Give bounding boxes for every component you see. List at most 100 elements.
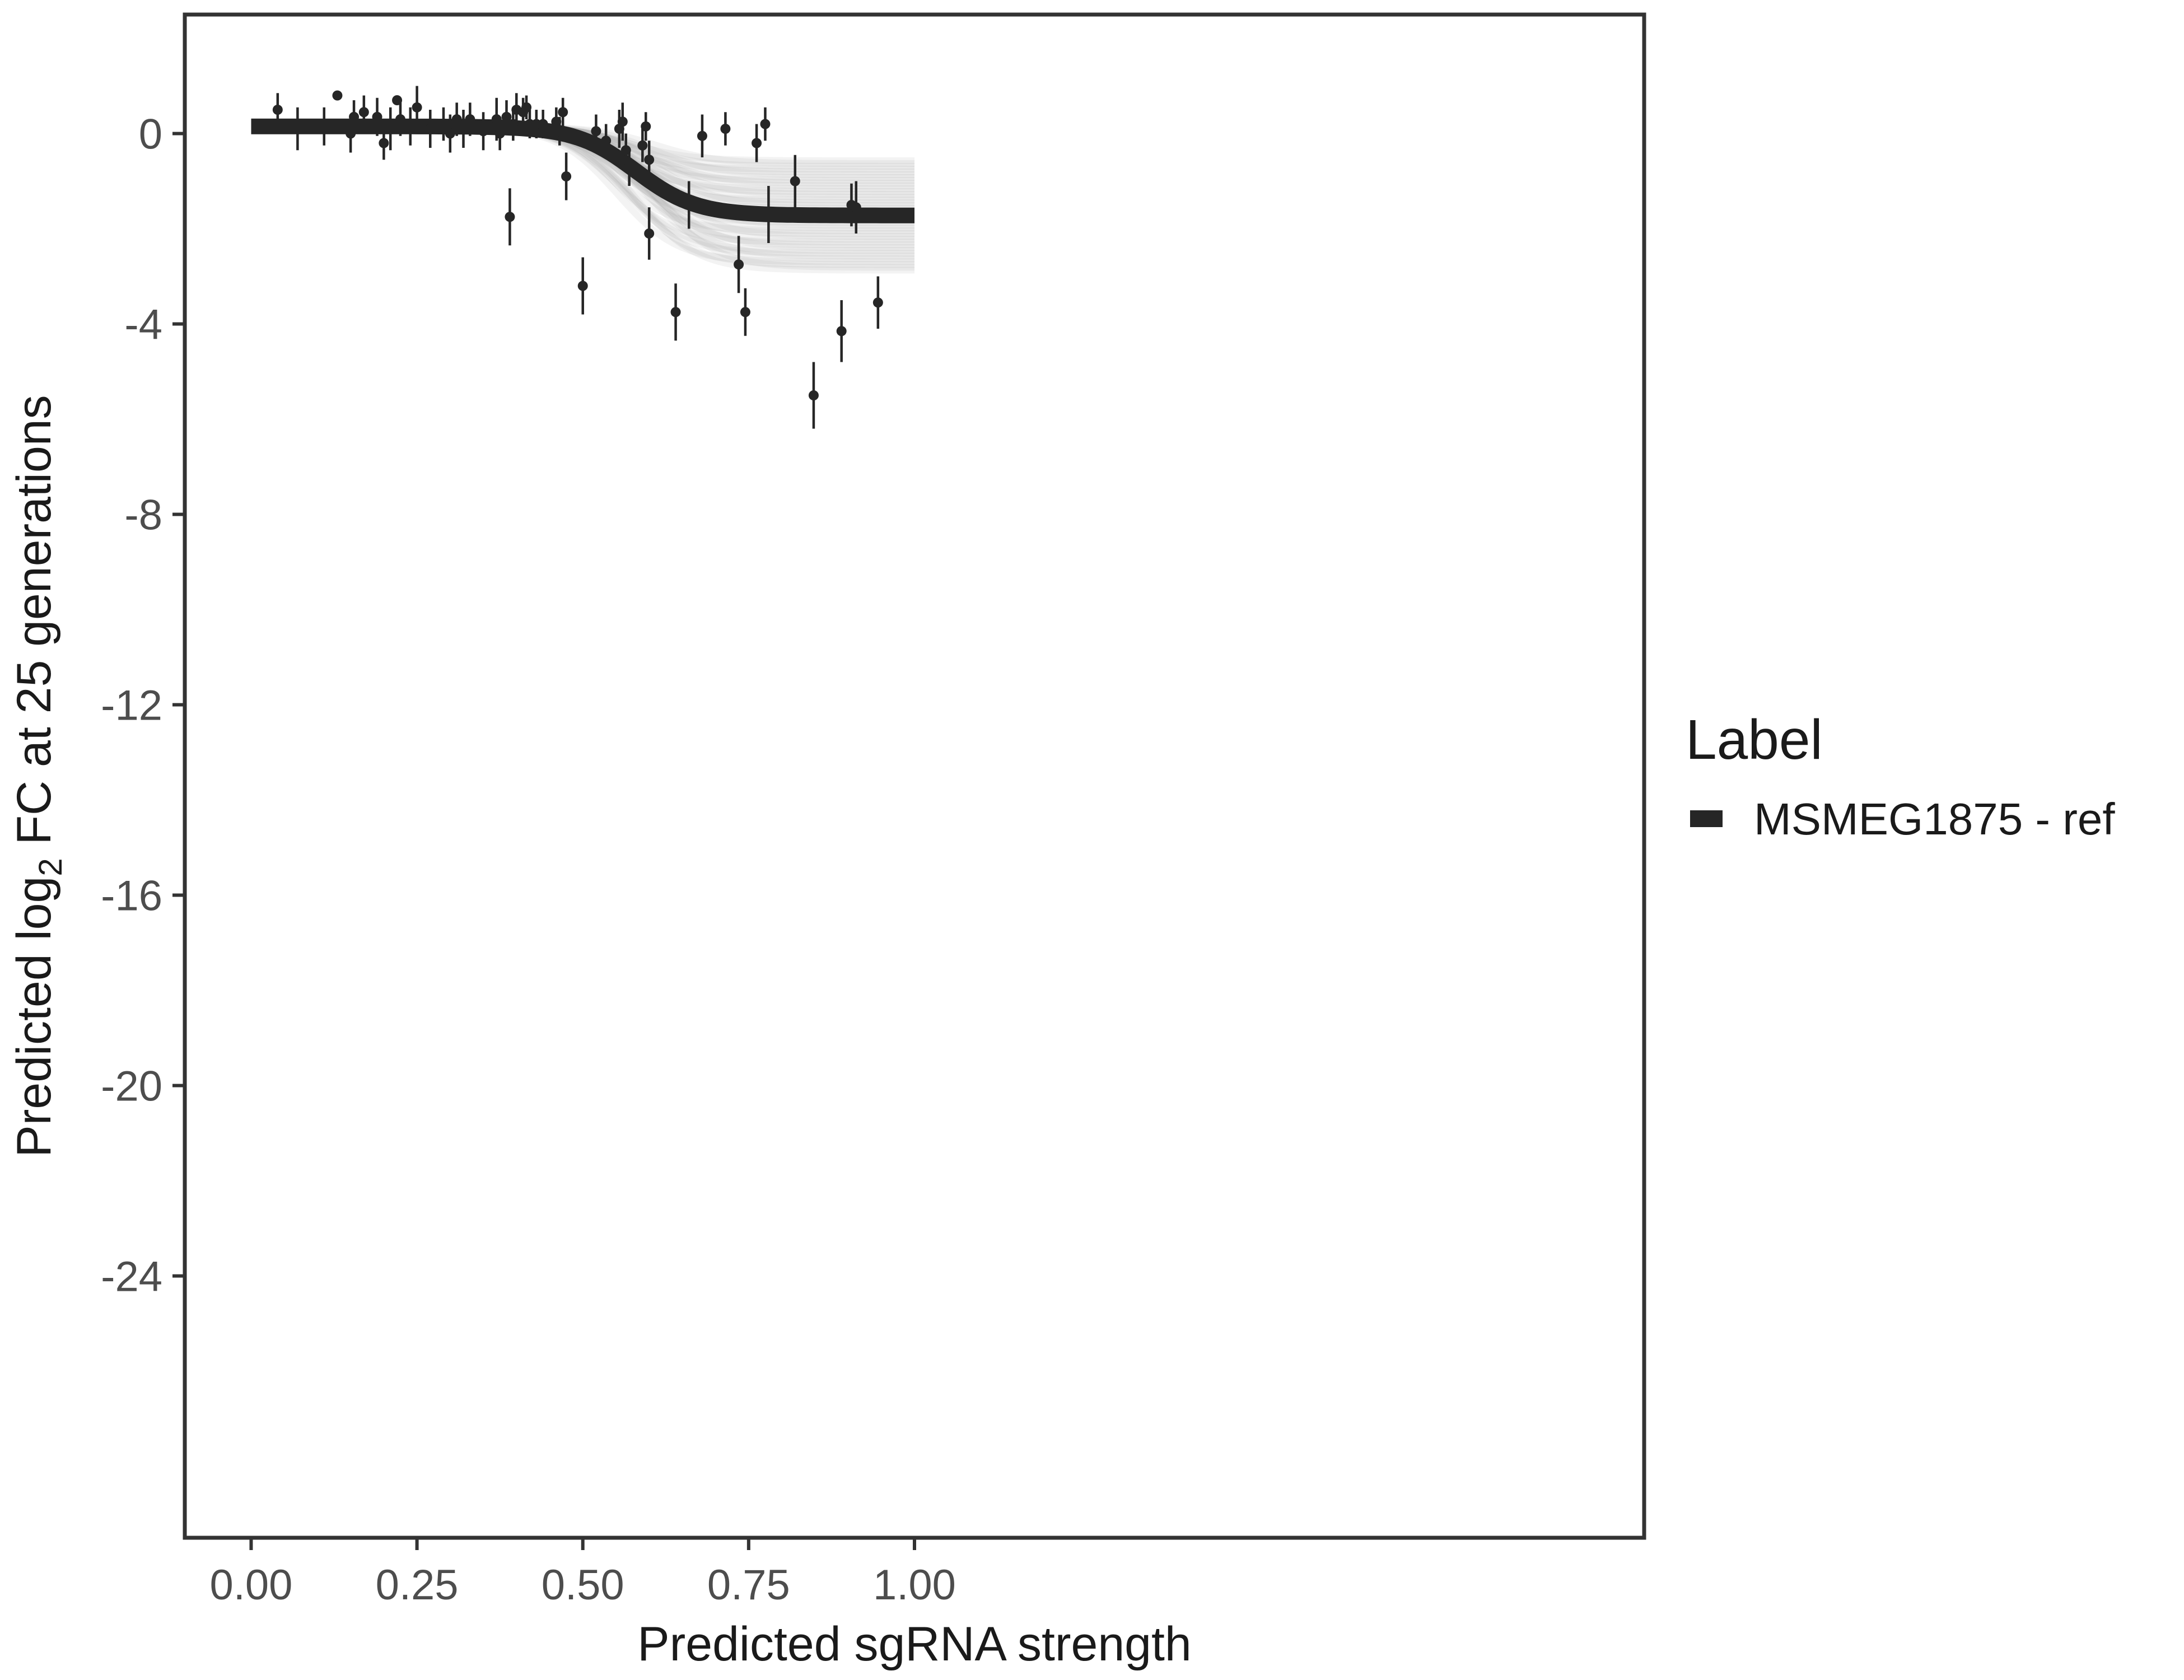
point-marker bbox=[790, 176, 800, 186]
data-point bbox=[851, 181, 861, 234]
data-point bbox=[412, 86, 422, 129]
point-marker bbox=[752, 138, 762, 148]
data-point bbox=[451, 102, 462, 136]
data-point bbox=[752, 124, 762, 162]
data-point bbox=[644, 141, 655, 179]
point-marker bbox=[451, 114, 462, 124]
data-point bbox=[740, 288, 750, 336]
point-marker bbox=[644, 228, 655, 239]
point-marker bbox=[332, 90, 343, 101]
point-marker bbox=[637, 140, 648, 151]
data-point bbox=[808, 362, 819, 429]
data-point bbox=[670, 283, 681, 341]
point-marker bbox=[465, 114, 475, 124]
data-point bbox=[505, 188, 515, 246]
point-marker bbox=[734, 259, 744, 270]
y-axis-title: Predicted log2 FC at 25 generations bbox=[7, 395, 69, 1157]
data-point bbox=[720, 112, 731, 146]
fit-curve-group bbox=[251, 118, 914, 223]
y-tick-label: -4 bbox=[124, 301, 162, 349]
data-point bbox=[637, 129, 648, 162]
point-marker bbox=[458, 124, 469, 134]
point-marker bbox=[561, 171, 572, 181]
point-marker bbox=[538, 119, 548, 129]
y-tick-label: -20 bbox=[101, 1063, 162, 1110]
x-axis: 0.00 0.25 0.50 0.75 1.00 bbox=[209, 1539, 956, 1609]
data-point bbox=[601, 124, 612, 157]
data-point bbox=[379, 126, 389, 160]
y-tick-label: -12 bbox=[101, 682, 162, 730]
data-point bbox=[405, 107, 416, 146]
point-marker bbox=[591, 126, 601, 137]
point-marker bbox=[412, 102, 422, 113]
point-marker bbox=[425, 124, 436, 134]
legend-key-swatch bbox=[1690, 810, 1723, 827]
y-tick-label: -24 bbox=[101, 1253, 162, 1301]
point-marker bbox=[505, 212, 515, 222]
data-point bbox=[577, 257, 588, 315]
point-marker bbox=[763, 209, 774, 220]
point-marker bbox=[358, 107, 369, 118]
x-tick-label: 0.75 bbox=[707, 1561, 790, 1609]
data-point bbox=[438, 107, 449, 141]
point-marker bbox=[851, 202, 861, 213]
data-point bbox=[558, 97, 568, 127]
data-point bbox=[684, 181, 694, 229]
data-point bbox=[538, 110, 548, 138]
point-marker bbox=[554, 126, 565, 137]
point-marker bbox=[372, 111, 382, 122]
point-marker bbox=[641, 121, 651, 132]
data-point bbox=[641, 112, 651, 141]
y-axis-title-prefix: Predicted log bbox=[7, 876, 61, 1158]
point-marker bbox=[601, 136, 612, 146]
point-marker bbox=[272, 105, 283, 115]
data-point bbox=[292, 107, 303, 151]
data-point bbox=[458, 110, 469, 148]
y-axis-title-suffix: FC at 25 generations bbox=[7, 395, 61, 858]
data-point bbox=[734, 236, 744, 293]
data-point bbox=[358, 95, 369, 129]
point-marker bbox=[808, 390, 819, 400]
data-point bbox=[385, 107, 396, 151]
data-points bbox=[272, 86, 883, 429]
point-marker bbox=[494, 128, 505, 139]
data-point bbox=[478, 112, 489, 151]
point-marker bbox=[697, 130, 707, 141]
data-point bbox=[554, 116, 565, 146]
data-point bbox=[272, 93, 283, 127]
data-point bbox=[372, 97, 382, 136]
data-point bbox=[872, 276, 883, 329]
point-marker bbox=[577, 281, 588, 291]
y-tick-label: -16 bbox=[101, 872, 162, 920]
point-marker bbox=[385, 124, 396, 134]
point-marker bbox=[558, 107, 568, 118]
data-point bbox=[319, 107, 329, 146]
point-marker bbox=[405, 121, 416, 132]
point-marker bbox=[760, 119, 771, 129]
data-point bbox=[697, 114, 707, 157]
x-tick-label: 0.50 bbox=[542, 1561, 624, 1609]
legend-title: Label bbox=[1686, 708, 1823, 771]
data-point bbox=[465, 102, 475, 136]
data-point bbox=[445, 114, 455, 153]
point-marker bbox=[644, 155, 655, 165]
data-point bbox=[617, 102, 628, 141]
data-point bbox=[494, 116, 505, 151]
y-tick-label: 0 bbox=[139, 111, 162, 158]
point-marker bbox=[292, 124, 303, 134]
x-tick-label: 1.00 bbox=[873, 1561, 956, 1609]
x-tick-label: 0.00 bbox=[209, 1561, 292, 1609]
point-marker bbox=[501, 111, 512, 122]
data-point bbox=[624, 148, 634, 186]
point-marker bbox=[740, 307, 750, 318]
point-marker bbox=[670, 307, 681, 318]
legend-entry-label: MSMEG1875 - ref bbox=[1754, 794, 2115, 844]
point-marker bbox=[624, 162, 634, 172]
data-point bbox=[332, 90, 343, 101]
point-marker bbox=[617, 116, 628, 127]
data-point bbox=[790, 155, 800, 208]
data-point bbox=[763, 186, 774, 243]
point-marker bbox=[478, 126, 489, 137]
